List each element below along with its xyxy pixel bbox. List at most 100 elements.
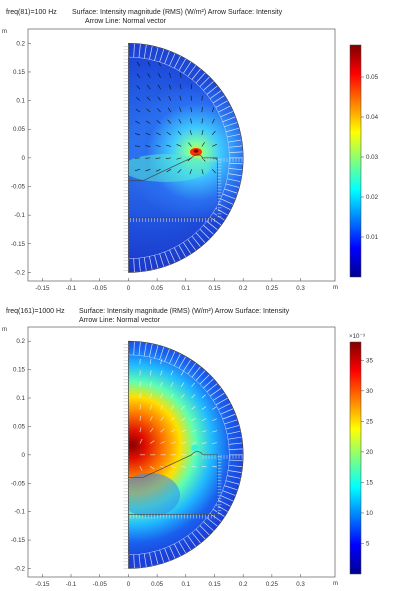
pml-normal-arrow	[203, 225, 214, 235]
y-tick-label: 0.15	[13, 69, 26, 76]
intensity-arrow	[177, 169, 182, 174]
intensity-arrow	[181, 405, 186, 410]
pml-normal-arrow	[220, 495, 234, 502]
pml-normal-arrow	[203, 378, 214, 389]
pml-normal-arrow	[227, 430, 241, 435]
intensity-arrow	[156, 120, 161, 124]
pml-normal-arrow	[133, 258, 135, 273]
pml-normal-arrow	[199, 525, 210, 536]
pml-normal-arrow	[143, 257, 147, 272]
pml-normal-arrow	[199, 374, 210, 385]
pml-normal-arrow	[169, 249, 176, 263]
intensity-arrow	[201, 394, 206, 399]
pml-normal-arrow	[206, 221, 218, 231]
intensity-arrow	[170, 393, 174, 399]
pml-normal-arrow	[225, 127, 240, 133]
pml-normal-arrow	[228, 168, 243, 171]
pml-normal-arrow	[228, 139, 242, 143]
domain-outline	[128, 340, 244, 569]
pml-normal-arrow	[159, 48, 165, 63]
intensity-arrow	[149, 427, 154, 433]
x-tick-label: -0.15	[35, 285, 50, 292]
intensity-arrow	[201, 418, 207, 422]
pml-normal-arrow	[199, 76, 210, 87]
intensity-arrow	[189, 169, 192, 175]
pml-normal-arrow	[206, 517, 218, 527]
pml-normal-arrow	[212, 212, 225, 221]
pml-normal-arrow	[228, 436, 242, 440]
x-tick-label: 0	[127, 285, 131, 292]
intensity-arrow	[170, 441, 176, 444]
panel-2-x-ticks: -0.15 -0.1 -0.05 0 0.05 0.1 0.15 0.2 0.25 0.3	[35, 574, 305, 588]
pml-normal-arrow	[143, 553, 147, 568]
x-tick-label: 0.25	[266, 581, 279, 588]
pml-normal-arrow	[178, 356, 187, 369]
y-tick-label: 0.15	[13, 367, 26, 374]
intensity-arrow	[190, 118, 192, 124]
pml-normal-arrow	[133, 341, 135, 355]
x-tick-label: 0.1	[181, 581, 190, 588]
intensity-arrow	[179, 107, 182, 113]
panel-1-title-line2: Arrow Line: Normal vector	[85, 18, 167, 25]
intensity-arrow	[212, 442, 218, 444]
panel-2-title-line1: Surface: Intensity magnitude (RMS) (W/m²…	[79, 308, 290, 315]
intensity-arrow	[201, 442, 207, 444]
intensity-arrow	[150, 440, 155, 444]
intensity-arrow	[168, 84, 172, 90]
pml-normal-arrow	[187, 239, 197, 251]
pml-normal-arrow	[195, 370, 206, 381]
colorbar-tick-label: 25	[366, 418, 373, 425]
pml-normal-arrow	[212, 392, 225, 401]
intensity-arrow	[191, 417, 196, 422]
intensity-arrow	[149, 404, 153, 410]
y-tick-label: -0.2	[14, 565, 25, 572]
pml-normal-arrow	[222, 116, 236, 123]
x-tick-label: 0.3	[296, 285, 305, 292]
intensity-arrow	[212, 418, 217, 422]
intensity-arrow	[191, 394, 196, 399]
pml-normal-arrow	[173, 353, 181, 366]
intensity-arrow	[176, 144, 182, 147]
x-tick-label: 0.05	[151, 285, 164, 292]
x-tick-label: 0.15	[208, 581, 221, 588]
intensity-arrow	[136, 96, 141, 101]
pml-normal-arrow	[187, 362, 197, 375]
intensity-arrow	[160, 428, 165, 433]
panel-1: freq(81)=100 Hz Surface: Intensity magni…	[2, 9, 379, 292]
intensity-arrow	[160, 404, 164, 410]
y-tick-label: 0.2	[16, 40, 25, 47]
speaker-enclosure-outline	[128, 154, 218, 219]
pml-normal-arrow	[220, 198, 234, 205]
pml-normal-arrow	[227, 178, 241, 183]
x-tick-label: -0.05	[93, 285, 108, 292]
intensity-arrow	[139, 427, 142, 433]
y-tick-label: 0.05	[13, 126, 26, 133]
intensity-arrow	[201, 157, 206, 162]
x-tick-label: 0.25	[266, 285, 279, 292]
intensity-arrow	[145, 145, 151, 147]
pml-normal-arrow	[183, 61, 192, 74]
x-tick-label: 0.2	[239, 581, 248, 588]
intensity-arrow	[160, 416, 164, 421]
intensity-arrow	[147, 73, 151, 78]
intensity-arrow	[158, 61, 161, 67]
panel-2-freq-label: freq(161)=1000 Hz	[6, 308, 65, 315]
pml-normal-arrow	[218, 499, 231, 507]
pml-normal-arrow	[195, 72, 206, 84]
intensity-arrow	[139, 438, 143, 444]
pml-normal-arrow	[228, 145, 243, 148]
y-tick-label: -0.1	[14, 212, 25, 219]
pml-normal-arrow	[173, 543, 181, 557]
intensity-arrow	[170, 465, 176, 468]
panel-1-colorbar	[349, 44, 362, 278]
intensity-arrow	[180, 370, 184, 376]
intensity-arrow	[201, 142, 205, 147]
intensity-arrow	[167, 107, 172, 113]
intensity-arrow	[189, 130, 192, 136]
y-tick-label: -0.15	[11, 241, 26, 248]
intensity-arrow	[167, 119, 172, 124]
intensity-arrow	[190, 107, 192, 113]
y-tick-label: -0.1	[14, 509, 25, 516]
intensity-arrow	[155, 157, 161, 159]
